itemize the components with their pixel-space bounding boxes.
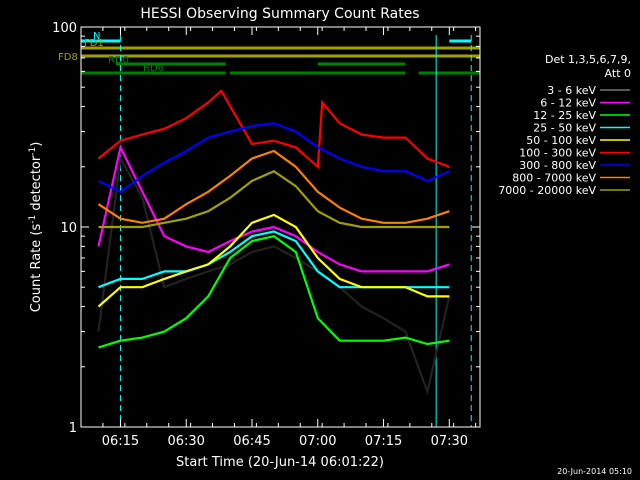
x-tick-label: 06:45 xyxy=(233,434,270,449)
series-line-4 xyxy=(97,213,450,308)
chart-title: HESSI Observing Summary Count Rates xyxy=(140,6,419,22)
series-line-8 xyxy=(98,169,450,229)
x-tick-label: 07:30 xyxy=(431,434,468,449)
x-tick-label: 07:15 xyxy=(365,434,402,449)
y-tick-label: 100 xyxy=(52,21,77,36)
x-axis: 06:15 06:30 06:45 07:00 07:15 07:30 xyxy=(80,27,477,449)
legend-header-line2: Att 0 xyxy=(605,67,631,80)
legend-label: 7000 - 20000 keV xyxy=(498,184,596,197)
series-lines xyxy=(97,89,451,396)
flag-label-rd0: RD0 xyxy=(108,55,129,66)
legend-label: 300 - 800 keV xyxy=(519,159,596,172)
legend-header-line1: Det 1,3,5,6,7,9, xyxy=(545,53,631,66)
legend-label: 3 - 6 keV xyxy=(547,84,596,97)
timestamp: 20-Jun-2014 05:10 xyxy=(557,467,632,476)
flag-label-fd8: FD8 xyxy=(58,52,78,63)
x-tick-label: 06:15 xyxy=(102,434,139,449)
x-axis-label: Start Time (20-Jun-14 06:01:22) xyxy=(176,455,384,470)
legend-label: 25 - 50 keV xyxy=(533,122,596,135)
series-line-6 xyxy=(98,122,450,194)
vertical-markers xyxy=(119,35,472,427)
series-line-0 xyxy=(97,155,451,396)
y-axis: 1 10 100 xyxy=(52,21,480,436)
series-line-5 xyxy=(97,89,450,170)
flag-label-n: N xyxy=(93,31,100,42)
legend-label: 50 - 100 keV xyxy=(526,134,596,147)
y-tick-label: 1 xyxy=(69,421,77,436)
legend-label: 100 - 300 keV xyxy=(519,147,596,160)
flag-label-rd6: RD6 xyxy=(143,63,164,74)
flag-label-fd1: FD1 xyxy=(84,38,104,49)
x-tick-label: 06:30 xyxy=(167,434,204,449)
legend-label: 6 - 12 keV xyxy=(540,97,596,110)
x-tick-label: 07:00 xyxy=(299,434,336,449)
series-line-2 xyxy=(98,235,450,349)
legend-label: 800 - 7000 keV xyxy=(512,172,596,185)
legend-label: 12 - 25 keV xyxy=(533,109,596,122)
y-tick-label: 10 xyxy=(60,221,77,236)
series-line-1 xyxy=(97,144,450,273)
series-line-7 xyxy=(97,149,450,224)
y-axis-label: Count Rate (s-1 detector-1) xyxy=(28,142,44,313)
